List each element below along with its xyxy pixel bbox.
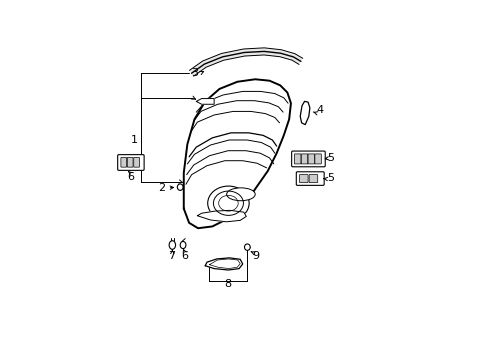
Text: 6: 6 xyxy=(181,251,188,261)
Polygon shape xyxy=(189,48,302,76)
Text: 3: 3 xyxy=(191,68,198,78)
Ellipse shape xyxy=(169,241,175,249)
Text: 5: 5 xyxy=(326,173,333,183)
FancyBboxPatch shape xyxy=(299,175,307,183)
FancyBboxPatch shape xyxy=(301,154,307,164)
Ellipse shape xyxy=(207,186,248,220)
FancyBboxPatch shape xyxy=(314,154,321,164)
Polygon shape xyxy=(197,210,246,222)
Text: 5: 5 xyxy=(326,153,333,163)
Text: 4: 4 xyxy=(315,105,323,115)
Polygon shape xyxy=(300,102,309,125)
Ellipse shape xyxy=(226,188,255,201)
FancyBboxPatch shape xyxy=(308,175,317,183)
FancyBboxPatch shape xyxy=(296,172,324,185)
FancyBboxPatch shape xyxy=(121,157,126,167)
Text: 9: 9 xyxy=(252,251,259,261)
Ellipse shape xyxy=(180,242,185,249)
Text: 2: 2 xyxy=(158,183,165,193)
FancyBboxPatch shape xyxy=(294,154,300,164)
FancyBboxPatch shape xyxy=(291,151,325,167)
Text: 1: 1 xyxy=(131,135,138,145)
Text: 7: 7 xyxy=(168,251,175,261)
FancyBboxPatch shape xyxy=(134,157,139,167)
FancyBboxPatch shape xyxy=(118,155,144,170)
Polygon shape xyxy=(205,258,242,270)
Ellipse shape xyxy=(244,244,250,250)
Text: 6: 6 xyxy=(127,172,134,182)
Text: 8: 8 xyxy=(224,279,231,289)
Ellipse shape xyxy=(177,184,183,190)
FancyBboxPatch shape xyxy=(127,157,133,167)
FancyBboxPatch shape xyxy=(307,154,314,164)
Polygon shape xyxy=(196,99,214,104)
